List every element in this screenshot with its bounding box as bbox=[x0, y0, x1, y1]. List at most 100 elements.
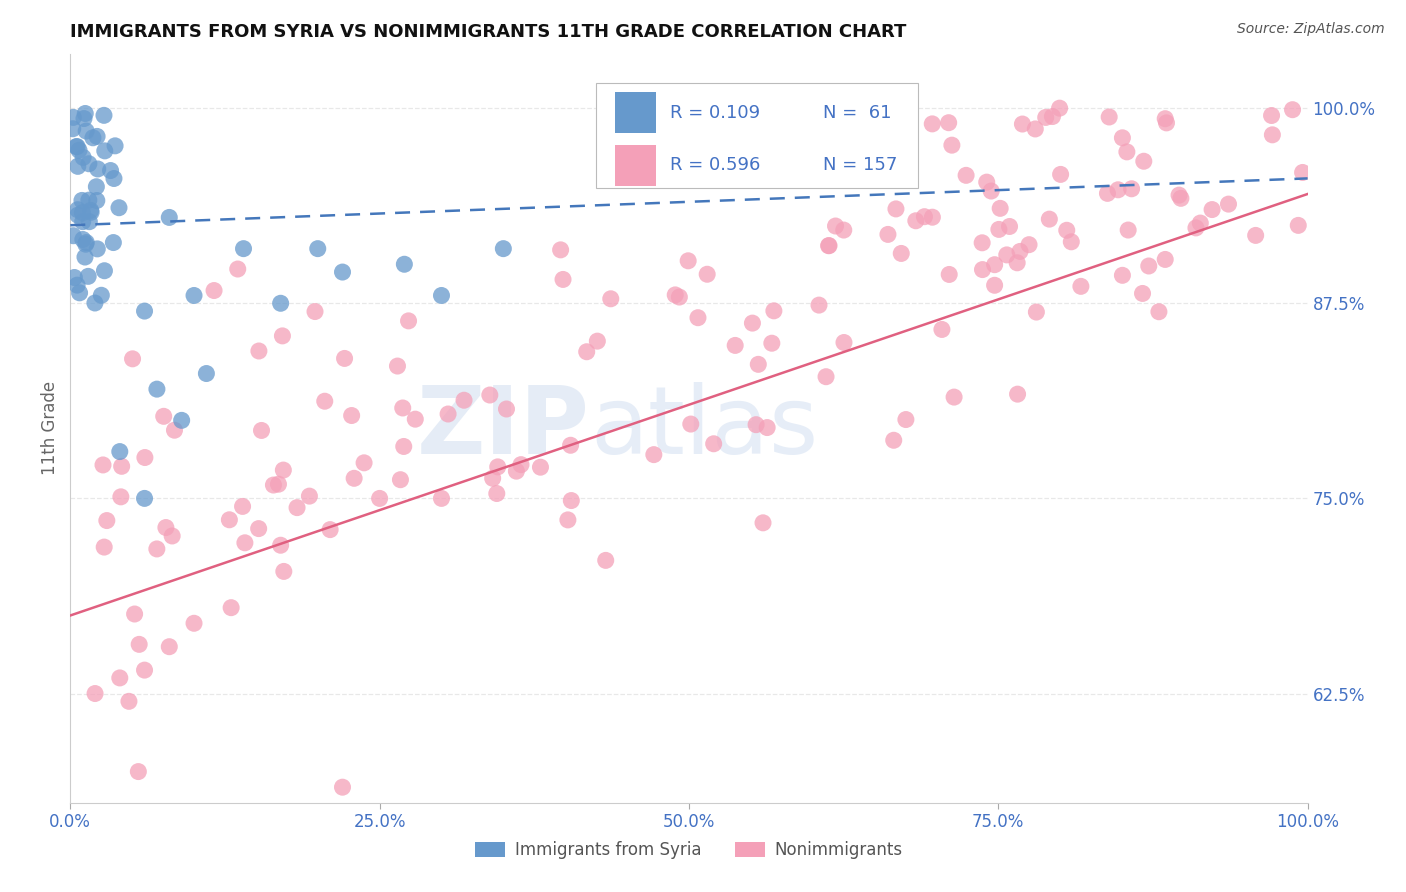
Point bbox=[762, 303, 785, 318]
FancyBboxPatch shape bbox=[614, 92, 655, 134]
Point bbox=[96, 514, 118, 528]
Point bbox=[250, 424, 273, 438]
Point bbox=[86, 194, 108, 208]
Point bbox=[1154, 252, 1177, 267]
Point bbox=[75, 106, 97, 120]
Point bbox=[298, 489, 321, 503]
Point bbox=[741, 316, 763, 330]
Point bbox=[183, 616, 205, 631]
Point bbox=[931, 322, 953, 336]
Point bbox=[437, 407, 460, 421]
Point bbox=[586, 334, 609, 348]
Point bbox=[77, 193, 100, 207]
Point bbox=[146, 382, 169, 396]
Point bbox=[1281, 103, 1303, 117]
Point bbox=[72, 150, 94, 164]
Point bbox=[94, 144, 117, 158]
Point bbox=[679, 417, 702, 431]
Point bbox=[761, 336, 783, 351]
Point bbox=[157, 211, 180, 225]
Point bbox=[93, 264, 115, 278]
Point bbox=[1056, 223, 1078, 237]
Point bbox=[1049, 168, 1071, 182]
Point bbox=[75, 237, 97, 252]
Point bbox=[938, 116, 960, 130]
Point bbox=[75, 235, 97, 250]
Point bbox=[247, 522, 270, 536]
Point bbox=[752, 516, 775, 530]
Point bbox=[202, 284, 225, 298]
Point bbox=[890, 246, 912, 260]
Point bbox=[1116, 223, 1139, 237]
Point bbox=[832, 335, 855, 350]
Point bbox=[163, 423, 186, 437]
Point bbox=[160, 529, 183, 543]
Point bbox=[972, 262, 994, 277]
Point bbox=[66, 202, 89, 217]
Point bbox=[756, 420, 779, 434]
Point bbox=[1035, 111, 1057, 125]
Point bbox=[1291, 165, 1313, 179]
Point bbox=[510, 458, 533, 472]
Point bbox=[82, 130, 104, 145]
Text: ZIP: ZIP bbox=[418, 382, 591, 475]
Point bbox=[1137, 259, 1160, 273]
Point bbox=[332, 780, 354, 795]
Point bbox=[232, 242, 254, 256]
Point bbox=[121, 351, 143, 366]
Point bbox=[676, 253, 699, 268]
Point bbox=[195, 367, 218, 381]
Point bbox=[270, 296, 292, 310]
Point bbox=[560, 493, 582, 508]
Point bbox=[883, 434, 905, 448]
Legend: Immigrants from Syria, Nonimmigrants: Immigrants from Syria, Nonimmigrants bbox=[468, 834, 910, 865]
Text: Source: ZipAtlas.com: Source: ZipAtlas.com bbox=[1237, 22, 1385, 37]
Point bbox=[1038, 212, 1060, 227]
Point bbox=[219, 600, 242, 615]
Point bbox=[84, 687, 107, 701]
Text: N =  61: N = 61 bbox=[823, 103, 891, 122]
Point bbox=[1156, 116, 1178, 130]
Point bbox=[972, 235, 994, 250]
Point bbox=[391, 401, 413, 415]
Point bbox=[63, 270, 86, 285]
Point bbox=[103, 171, 125, 186]
Point bbox=[368, 491, 391, 506]
Point bbox=[343, 471, 366, 485]
FancyBboxPatch shape bbox=[614, 145, 655, 186]
Point bbox=[183, 288, 205, 302]
Point bbox=[67, 143, 90, 157]
Point bbox=[832, 223, 855, 237]
Point bbox=[643, 448, 665, 462]
Point bbox=[938, 268, 960, 282]
Point bbox=[1025, 305, 1047, 319]
Point bbox=[226, 262, 249, 277]
Point bbox=[943, 390, 966, 404]
Point bbox=[1168, 188, 1191, 202]
Point bbox=[62, 121, 84, 136]
Point bbox=[877, 227, 900, 242]
Point bbox=[72, 215, 94, 229]
Point bbox=[70, 194, 93, 208]
Point bbox=[128, 637, 150, 651]
Point bbox=[124, 607, 146, 621]
Point bbox=[87, 161, 110, 176]
Text: IMMIGRANTS FROM SYRIA VS NONIMMIGRANTS 11TH GRADE CORRELATION CHART: IMMIGRANTS FROM SYRIA VS NONIMMIGRANTS 1… bbox=[70, 23, 907, 41]
FancyBboxPatch shape bbox=[596, 84, 918, 188]
Point bbox=[127, 764, 149, 779]
Point bbox=[86, 129, 108, 144]
Point bbox=[146, 541, 169, 556]
Point bbox=[1261, 128, 1284, 142]
Point bbox=[486, 459, 509, 474]
Point bbox=[987, 222, 1010, 236]
Point bbox=[404, 412, 426, 426]
Point bbox=[285, 500, 308, 515]
Point bbox=[1121, 182, 1143, 196]
Point bbox=[485, 486, 508, 500]
Point bbox=[232, 500, 254, 514]
Point bbox=[79, 215, 101, 229]
Point bbox=[529, 460, 551, 475]
Point bbox=[686, 310, 709, 325]
Point bbox=[170, 413, 193, 427]
Point bbox=[1244, 228, 1267, 243]
